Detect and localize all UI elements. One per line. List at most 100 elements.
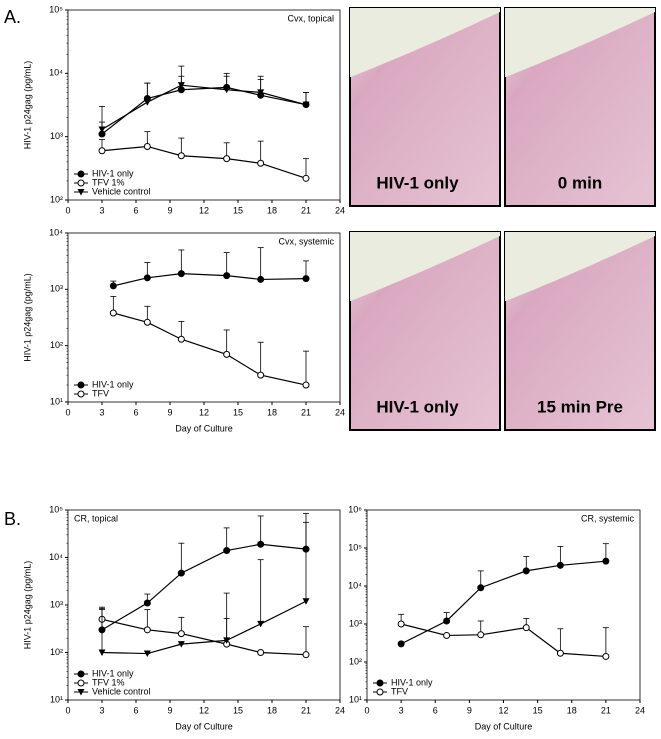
marker — [143, 599, 151, 607]
y-tick-label: 10⁴ — [348, 580, 362, 590]
x-tick-label: 3 — [99, 705, 104, 715]
y-axis-label: HIV-1 p24gag (pg/mL) — [22, 561, 32, 650]
x-tick-label: 3 — [399, 705, 404, 715]
marker — [143, 318, 151, 326]
marker — [302, 101, 310, 109]
tissue-edge — [350, 8, 500, 78]
legend-label: HIV-1 only — [92, 668, 134, 678]
x-tick-label: 9 — [167, 407, 172, 417]
y-tick-label: 10³ — [50, 131, 63, 141]
x-tick-label: 9 — [467, 705, 472, 715]
y-tick-label: 10⁴ — [49, 227, 63, 237]
y-tick-label: 10² — [50, 340, 63, 350]
y-axis-label: HIV-1 p24gag (pg/mL) — [22, 61, 32, 150]
marker — [143, 650, 151, 658]
x-tick-label: 12 — [498, 705, 508, 715]
marker — [257, 649, 265, 656]
marker — [302, 598, 310, 605]
tissue-edge — [505, 232, 655, 302]
series-line — [101, 618, 307, 656]
x-tick-label: 12 — [199, 407, 209, 417]
x-tick-label: 3 — [99, 205, 104, 215]
y-tick-label: 10⁶ — [348, 504, 362, 514]
marker — [376, 679, 384, 687]
series-line — [101, 84, 307, 130]
marker — [109, 309, 117, 317]
y-axis-label: HIV-1 p24gag (pg/mL) — [22, 273, 32, 362]
chart-title: CR, systemic — [581, 513, 635, 523]
y-tick-label: 10² — [50, 194, 63, 204]
marker — [257, 620, 265, 628]
x-tick-label: 18 — [267, 205, 277, 215]
x-axis-label: Day of Culture — [175, 423, 233, 433]
x-tick-label: 18 — [267, 407, 277, 417]
y-tick-label: 10³ — [50, 599, 63, 609]
x-tick-label: 21 — [301, 705, 311, 715]
y-tick-label: 10³ — [349, 618, 362, 628]
x-tick-label: 21 — [301, 205, 311, 215]
chart-title: Cvx, topical — [287, 13, 334, 23]
marker — [257, 275, 265, 283]
y-tick-label: 10⁵ — [348, 542, 362, 552]
marker — [98, 649, 106, 656]
marker — [223, 86, 231, 94]
tissue-edge — [350, 232, 500, 302]
marker — [177, 335, 185, 343]
y-tick-label: 10⁵ — [49, 504, 63, 514]
series-line — [101, 600, 307, 655]
marker — [177, 630, 185, 638]
marker — [109, 282, 117, 290]
x-tick-label: 15 — [233, 705, 243, 715]
x-tick-label: 0 — [65, 705, 70, 715]
y-tick-label: 10² — [349, 656, 362, 666]
marker — [602, 652, 610, 660]
marker — [302, 381, 310, 389]
legend-label: HIV-1 only — [92, 168, 134, 178]
x-tick-label: 18 — [267, 705, 277, 715]
x-tick-label: 24 — [335, 705, 345, 715]
micrograph-label: HIV-1 only — [376, 397, 459, 416]
marker — [376, 688, 384, 696]
x-tick-label: 6 — [133, 705, 138, 715]
marker — [223, 155, 231, 163]
panel-label: A. — [4, 7, 21, 27]
x-tick-label: 6 — [133, 205, 138, 215]
marker — [143, 99, 151, 106]
x-tick-label: 6 — [433, 705, 438, 715]
marker — [602, 557, 610, 565]
legend-label: HIV-1 only — [92, 379, 134, 389]
marker — [143, 274, 151, 282]
series-line — [113, 273, 307, 287]
x-tick-label: 9 — [167, 705, 172, 715]
marker — [443, 631, 451, 639]
marker — [556, 561, 564, 569]
marker — [257, 159, 265, 167]
x-tick-label: 12 — [199, 205, 209, 215]
y-tick-label: 10⁴ — [49, 552, 63, 562]
y-tick-label: 10³ — [50, 284, 63, 294]
marker — [77, 670, 85, 678]
marker — [223, 272, 231, 280]
x-tick-label: 21 — [301, 407, 311, 417]
marker — [98, 147, 106, 155]
marker — [522, 567, 530, 575]
series-line — [400, 560, 606, 645]
marker — [143, 626, 151, 634]
marker — [257, 89, 265, 96]
marker — [177, 82, 185, 89]
legend-label: HIV-1 only — [391, 677, 433, 687]
x-tick-label: 12 — [199, 705, 209, 715]
series-line — [101, 543, 307, 631]
marker — [477, 584, 485, 592]
series-line — [101, 86, 307, 135]
marker — [98, 126, 106, 133]
y-tick-label: 10¹ — [50, 694, 63, 704]
x-tick-label: 24 — [635, 705, 645, 715]
chart-title: Cvx, systemic — [278, 236, 334, 246]
x-axis-label: Day of Culture — [175, 721, 233, 731]
y-tick-label: 10² — [50, 647, 63, 657]
marker — [302, 651, 310, 659]
series-line — [400, 623, 606, 658]
marker — [223, 547, 231, 555]
